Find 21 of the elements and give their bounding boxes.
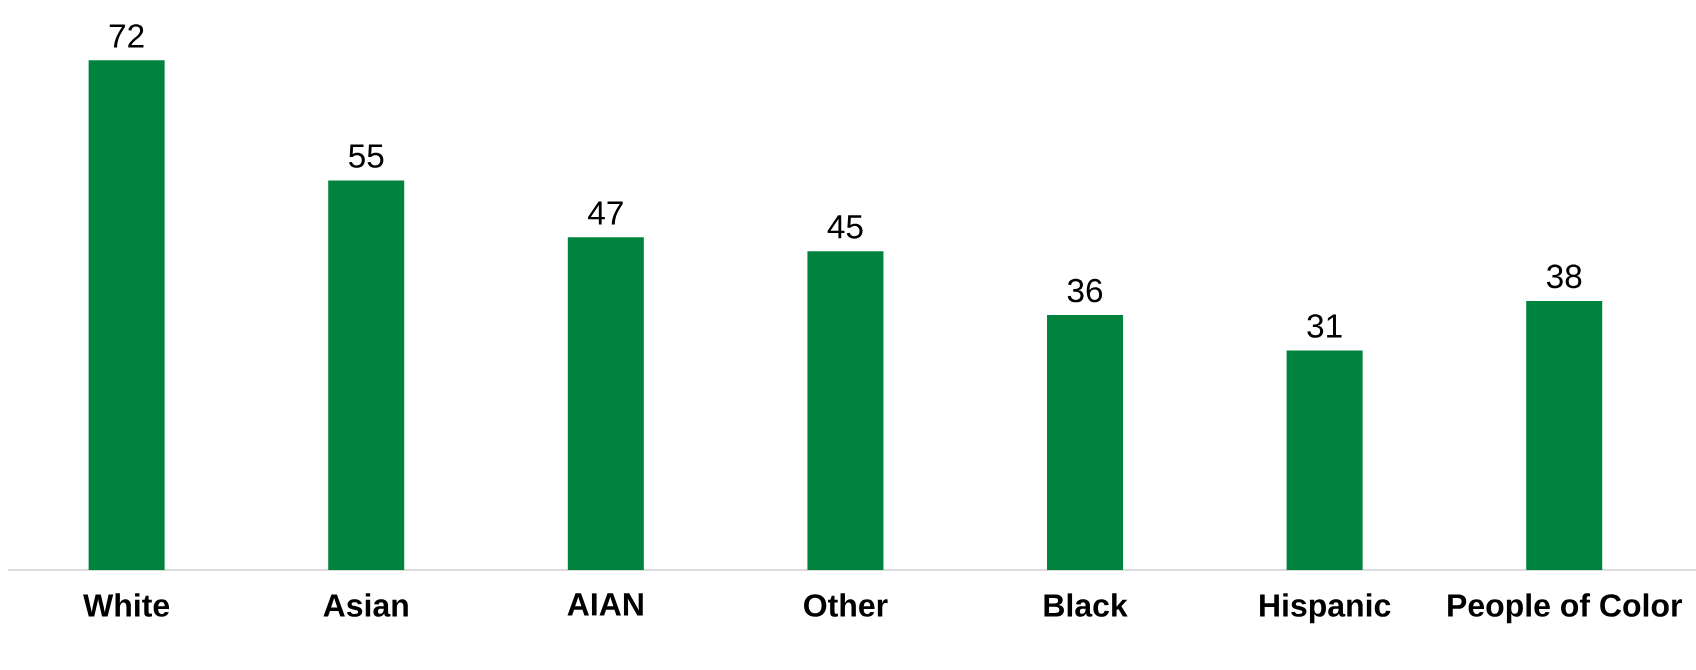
x-tick-label: Hispanic [1260,593,1391,624]
bar [1526,300,1603,570]
bar [328,180,405,570]
x-tick-label: AIAN [567,593,643,616]
x-tick-label: People of Color [1448,593,1682,624]
x-tick-label: Asian [323,593,408,617]
data-label: 36 [1067,278,1103,303]
x-tick-label: White [83,593,170,617]
bar [567,237,644,570]
x-tick-label: Other [804,593,888,617]
bar [1286,350,1363,570]
data-label: 38 [1546,264,1582,289]
bar [807,251,884,570]
data-label: 31 [1307,314,1342,338]
bar [88,60,165,570]
x-tick-label: Black [1044,593,1128,617]
data-label: 47 [588,201,623,225]
data-label: 72 [109,24,144,48]
data-label: 55 [349,144,384,168]
data-label: 45 [827,215,863,239]
bar [1047,315,1124,570]
